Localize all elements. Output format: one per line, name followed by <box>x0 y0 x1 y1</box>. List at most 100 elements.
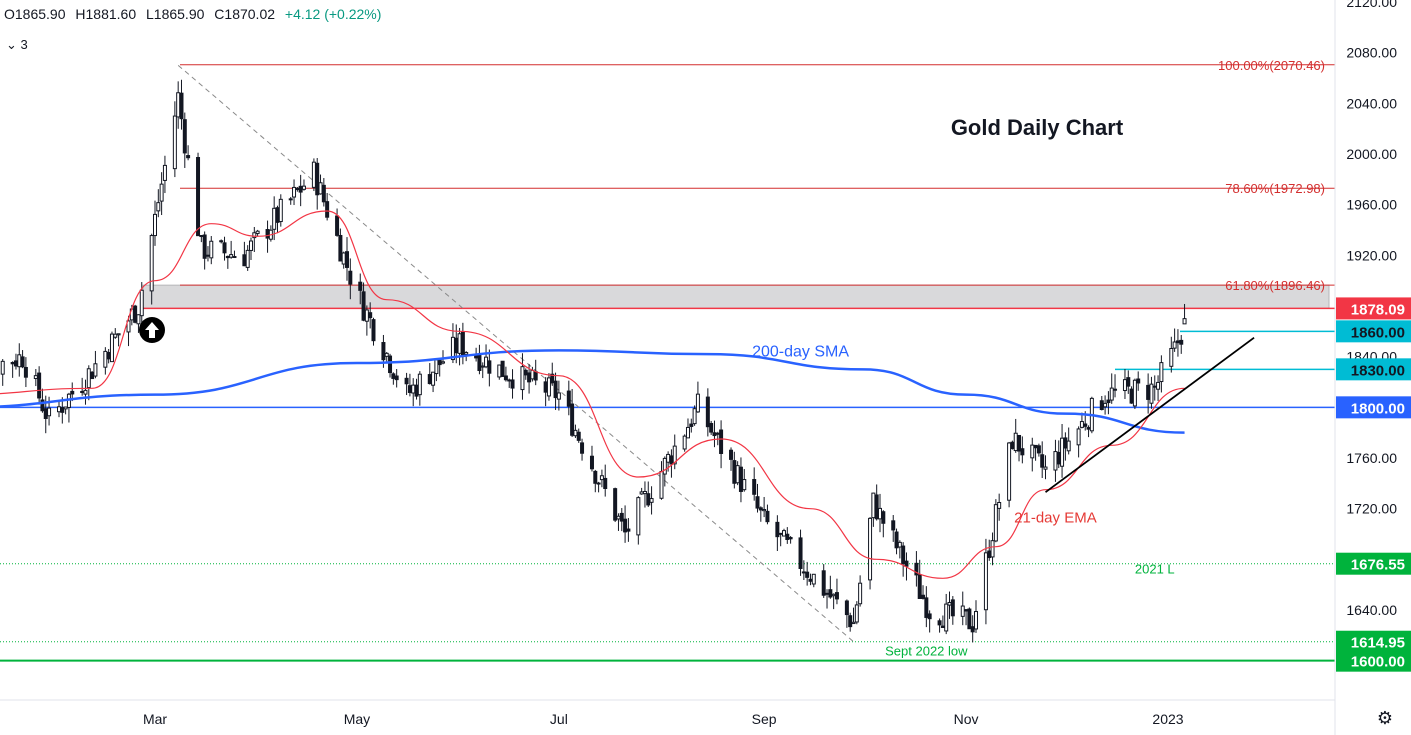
candle-body <box>159 183 164 202</box>
time-tick-label: May <box>344 711 370 727</box>
fib-level-label: 100.00%(2070.46) <box>1218 58 1325 73</box>
candle-body <box>156 202 161 212</box>
candle-body <box>781 530 786 537</box>
candle-body <box>692 408 697 425</box>
price-level-tag <box>1336 320 1411 343</box>
candle-body <box>1126 377 1131 387</box>
candle-body <box>371 319 376 342</box>
price-tick-label: 1920.00 <box>1346 247 1397 263</box>
candle-body <box>255 230 260 234</box>
candle-body <box>828 589 833 598</box>
candle-body <box>712 432 717 437</box>
diagonal-trend-line <box>177 64 854 643</box>
candle-body <box>103 350 108 368</box>
candle-body <box>242 254 247 267</box>
candle-body <box>394 375 399 381</box>
candle-body <box>805 571 810 578</box>
candle-body <box>742 479 747 491</box>
candle-body <box>993 504 998 542</box>
candle-body <box>881 511 886 524</box>
candle-body <box>358 281 363 291</box>
candle-body <box>646 493 651 506</box>
candle-body <box>752 479 757 495</box>
candle-body <box>801 571 806 574</box>
candle-body <box>533 371 538 381</box>
annotation-label: Sept 2022 low <box>885 644 968 659</box>
candle-body <box>232 256 237 259</box>
candle-body <box>487 360 492 374</box>
candle-body <box>1086 427 1091 430</box>
candle-body <box>917 574 922 599</box>
candle-body <box>325 201 330 218</box>
candle-body <box>80 390 85 393</box>
candle-body <box>530 369 535 380</box>
candle-body <box>315 162 320 196</box>
candle-body <box>272 207 277 230</box>
price-tick-label: 2120.00 <box>1346 0 1397 10</box>
annotation-label: 200-day SMA <box>752 344 849 361</box>
candle-body <box>474 355 479 359</box>
candle-body <box>86 368 91 389</box>
annotation-label: 2021 L <box>1135 561 1175 576</box>
candle-body <box>427 374 432 385</box>
candle-body <box>970 626 975 633</box>
candle-body <box>126 320 131 333</box>
candle-body <box>149 235 154 292</box>
candle-body <box>288 198 293 201</box>
candle-body <box>176 92 181 118</box>
candle-body <box>40 399 45 412</box>
candle-body <box>649 498 654 503</box>
candle-body <box>321 184 326 203</box>
ohlc-legend: O1865.90 H1881.60 L1865.90 C1870.02 +4.1… <box>4 6 387 22</box>
candle-body <box>1156 381 1161 390</box>
candle-body <box>245 249 250 268</box>
candle-body <box>411 384 416 394</box>
candle-body <box>202 234 207 259</box>
candle-body <box>391 373 396 379</box>
candle-body <box>785 533 790 540</box>
price-level-tag-label: 1614.95 <box>1351 635 1405 652</box>
gear-icon[interactable]: ⚙ <box>1376 708 1393 728</box>
candle-body <box>973 611 978 630</box>
candle-body <box>738 466 743 492</box>
chart-title: Gold Daily Chart <box>951 115 1124 140</box>
candle-body <box>834 592 839 600</box>
candle-body <box>944 603 949 632</box>
price-level-tag-label: 1830.00 <box>1351 362 1405 379</box>
candle-body <box>341 252 346 265</box>
indicator-toggle-button[interactable]: ⌄ 3 <box>2 36 32 54</box>
candle-body <box>589 455 594 470</box>
price-level-tag <box>1336 358 1411 381</box>
candle-body <box>37 372 42 399</box>
candle-body <box>613 488 618 521</box>
candle-body <box>318 182 323 195</box>
candle-body <box>13 360 18 367</box>
candle-body <box>1020 448 1025 456</box>
candle-body <box>666 453 671 463</box>
candle-body <box>1056 451 1061 465</box>
candle-body <box>682 435 687 450</box>
candle-body <box>301 185 306 190</box>
candle-body <box>904 560 909 567</box>
candle-body <box>623 518 628 533</box>
candle-body <box>758 507 763 511</box>
price-level-tag-label: 1600.00 <box>1351 654 1405 671</box>
candle-body <box>788 537 793 540</box>
candle-body <box>507 379 512 382</box>
candle-body <box>47 407 52 417</box>
candle-body <box>225 255 230 259</box>
candle-body <box>550 373 555 384</box>
time-tick-label: 2023 <box>1152 711 1183 727</box>
candle-body <box>1152 385 1157 388</box>
candle-body <box>0 360 5 375</box>
candle-body <box>338 234 343 262</box>
candle-body <box>662 457 667 475</box>
candle-body <box>924 597 929 618</box>
candle-body <box>480 365 485 368</box>
candle-body <box>1182 318 1187 325</box>
candle-body <box>364 309 369 322</box>
candle-body <box>593 470 598 484</box>
candle-body <box>464 352 469 355</box>
candle-body <box>500 360 505 377</box>
